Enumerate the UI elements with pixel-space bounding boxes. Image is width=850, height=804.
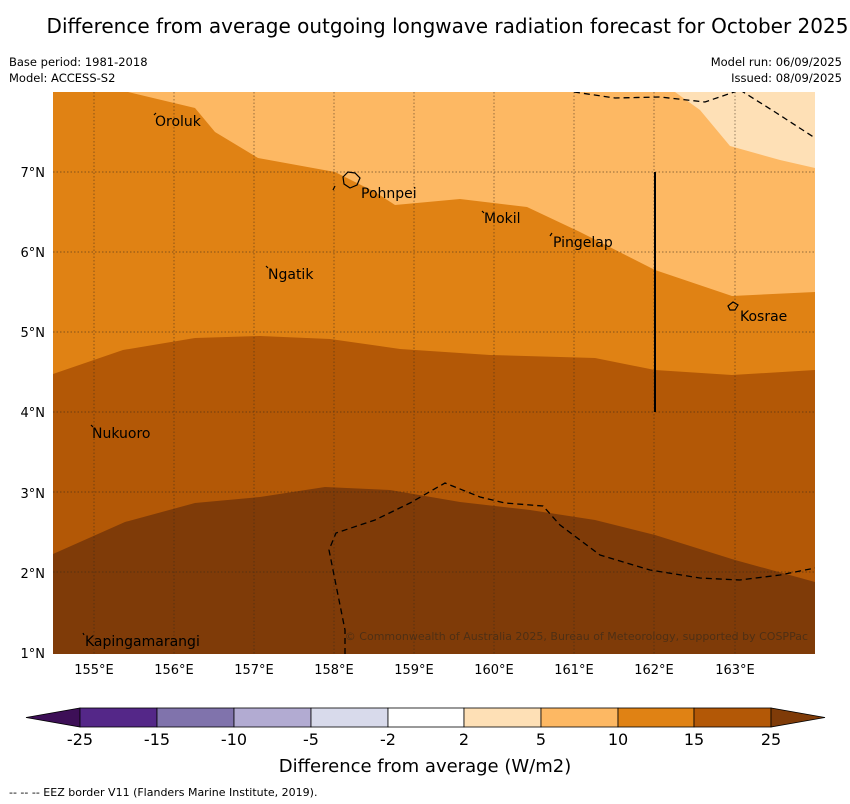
colorbar-tick-25: 25: [761, 730, 781, 749]
place-label-kapingamarangi: Kapingamarangi: [85, 634, 200, 650]
lat-tick-1n: 1°N: [21, 647, 46, 662]
colorbar-tick-neg25: -25: [67, 730, 93, 749]
place-label-pohnpei: Pohnpei: [361, 186, 417, 202]
eez-border-south: [328, 482, 815, 654]
band-5-10: [128, 92, 815, 296]
place-label-oroluk: Oroluk: [155, 114, 202, 130]
lon-tick-155e: 155°E: [74, 663, 114, 678]
eez-border-north: [573, 92, 815, 139]
colorbar-box-2: [156, 707, 235, 728]
band-2-5: [675, 92, 815, 168]
colorbar: -25 -15 -10 -5 -2 2 5 10 15 25 Differenc…: [25, 707, 826, 777]
map-title: Difference from average outgoing longwav…: [46, 14, 849, 38]
colorbar-tick-5: 5: [536, 730, 546, 749]
mokil-mark: [481, 210, 485, 214]
island-outlines: [82, 112, 739, 636]
band-above-25: [53, 487, 815, 654]
ant-atoll-outline: [332, 185, 336, 191]
colorbar-label: Difference from average (W/m2): [279, 756, 571, 777]
model-run: Model run: 06/09/2025: [710, 55, 842, 69]
lat-tick-6n: 6°N: [21, 246, 46, 261]
colorbar-box-5: [387, 707, 465, 728]
lon-tick-162e: 162°E: [634, 663, 674, 678]
colorbar-tick-neg10: -10: [221, 730, 247, 749]
lat-tick-3n: 3°N: [21, 487, 46, 502]
colorbar-box-9: [693, 707, 772, 728]
forecast-field: Oroluk Pohnpei Mokil Pingelap Ngatik Kos…: [53, 92, 815, 654]
colorbar-box-7: [540, 707, 619, 728]
place-label-kosrae: Kosrae: [740, 309, 787, 325]
place-label-mokil: Mokil: [484, 211, 521, 227]
colorbar-box-3: [233, 707, 312, 728]
place-labels: Oroluk Pohnpei Mokil Pingelap Ngatik Kos…: [85, 114, 787, 650]
lon-tick-160e: 160°E: [474, 663, 514, 678]
kapingamarangi-mark: [82, 632, 85, 636]
place-label-pingelap: Pingelap: [553, 235, 613, 251]
lon-tick-labels: 155°E 156°E 157°E 158°E 159°E 160°E 161°…: [74, 663, 755, 678]
copyright-text: © Commonwealth of Australia 2025, Bureau…: [345, 630, 808, 643]
lat-tick-5n: 5°N: [21, 326, 46, 341]
colorbar-tick-neg5: -5: [303, 730, 319, 749]
lon-tick-159e: 159°E: [394, 663, 434, 678]
colorbar-high-extension: [770, 707, 826, 728]
colorbar-low-extension: [25, 707, 81, 728]
kosrae-island-outline: [727, 301, 739, 311]
lon-tick-161e: 161°E: [554, 663, 594, 678]
place-label-ngatik: Ngatik: [268, 267, 314, 283]
eez-borders: [328, 92, 815, 654]
eez-legend-note: -- -- -- EEZ border V11 (Flanders Marine…: [9, 786, 318, 799]
colorbar-box-4: [310, 707, 389, 728]
lon-tick-163e: 163°E: [715, 663, 755, 678]
meta-right: Model run: 06/09/2025 Issued: 08/09/2025: [711, 54, 842, 86]
colorbar-tick-neg2: -2: [380, 730, 396, 749]
lat-tick-4n: 4°N: [21, 406, 46, 421]
lat-tick-labels: 1°N 2°N 3°N 4°N 5°N 6°N 7°N: [21, 166, 46, 662]
lat-tick-7n: 7°N: [21, 166, 46, 181]
lon-tick-156e: 156°E: [154, 663, 194, 678]
oroluk-mark: [153, 112, 157, 116]
colorbar-box-1: [79, 707, 158, 728]
colorbar-tick-10: 10: [608, 730, 628, 749]
lon-tick-158e: 158°E: [314, 663, 354, 678]
pohnpei-island-outline: [342, 171, 361, 189]
lat-tick-2n: 2°N: [21, 567, 46, 582]
place-label-nukuoro: Nukuoro: [92, 426, 150, 442]
ngatik-mark: [265, 265, 269, 269]
colorbar-box-6: [463, 707, 542, 728]
colorbar-tick-neg15: -15: [144, 730, 170, 749]
nukuoro-mark: [90, 424, 94, 428]
issued-date: Issued: 08/09/2025: [731, 71, 842, 85]
base-period: Base period: 1981-2018: [9, 55, 148, 69]
model-name: Model: ACCESS-S2: [9, 71, 116, 85]
meta-left: Base period: 1981-2018 Model: ACCESS-S2: [9, 54, 148, 86]
colorbar-tick-2: 2: [459, 730, 469, 749]
colorbar-box-8: [617, 707, 695, 728]
colorbar-tick-15: 15: [684, 730, 704, 749]
pingelap-mark: [549, 232, 553, 237]
lon-tick-157e: 157°E: [234, 663, 274, 678]
